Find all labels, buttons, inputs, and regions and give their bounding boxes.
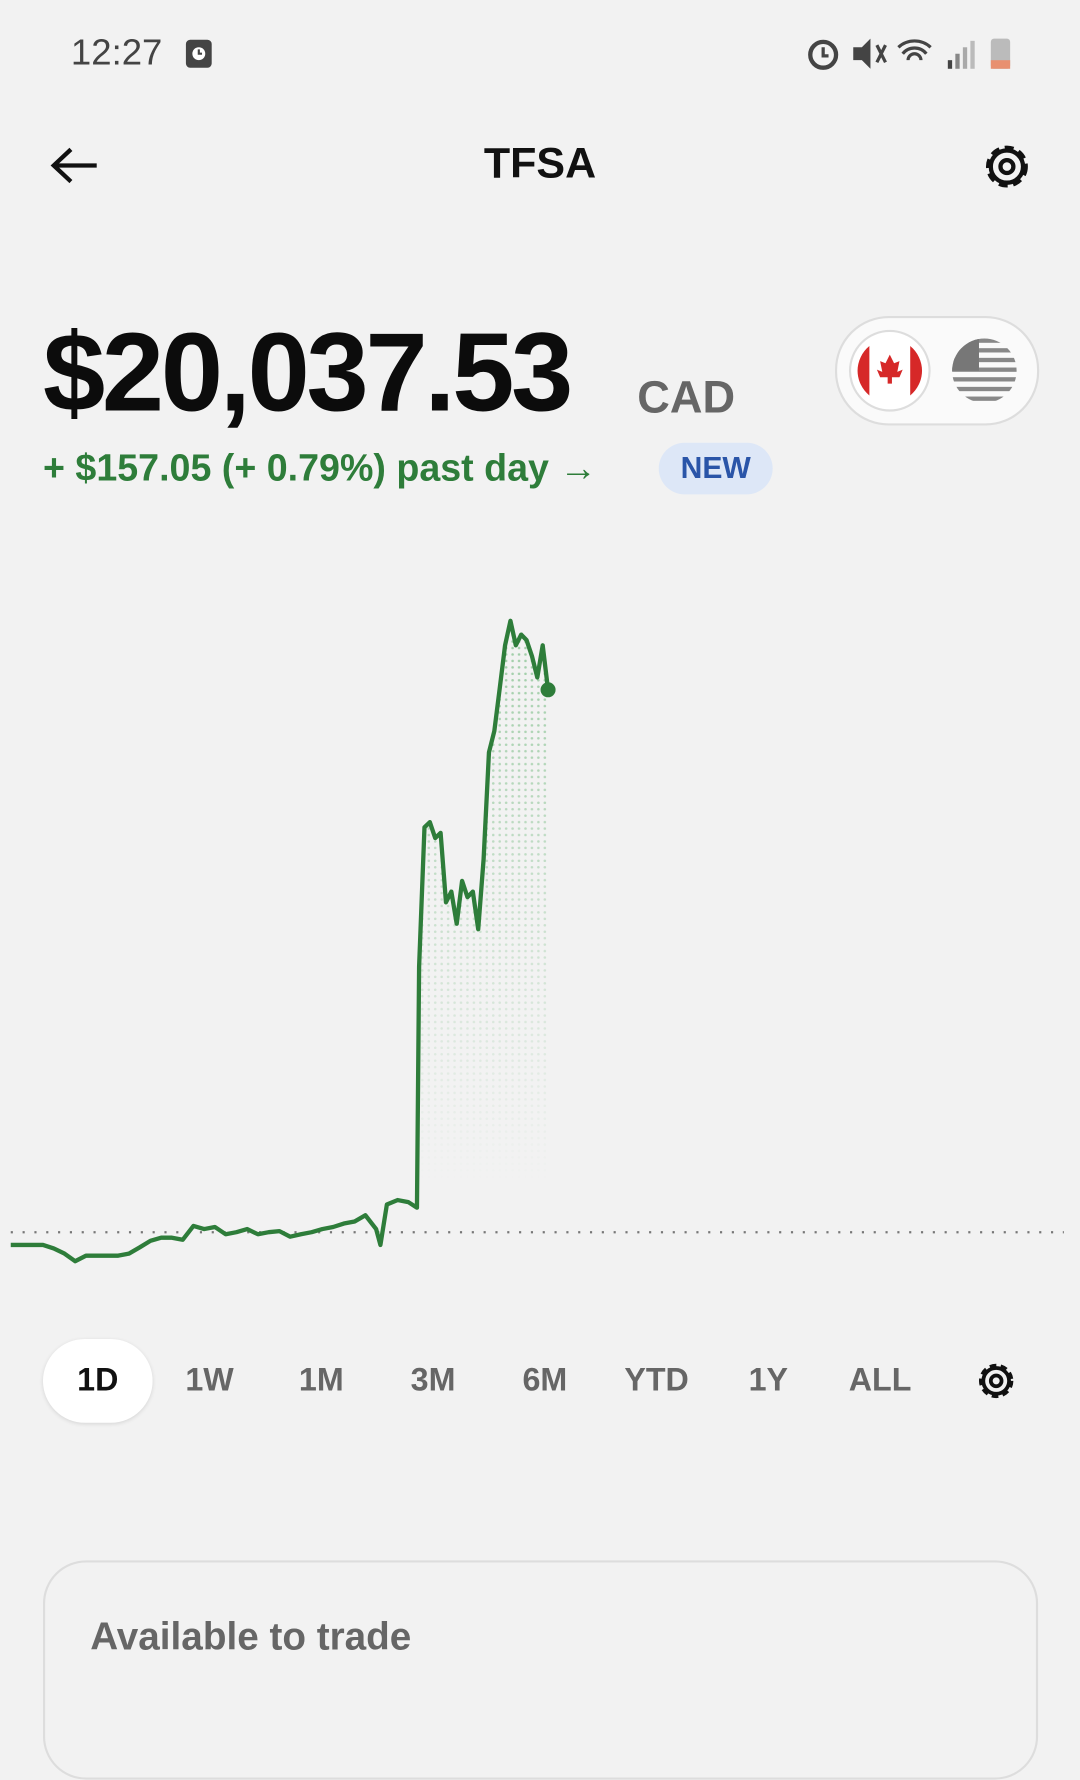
status-icon bbox=[185, 39, 212, 68]
balance-change[interactable]: + $157.05 (+ 0.79%) past day → bbox=[42, 447, 598, 489]
us-flag[interactable] bbox=[942, 329, 1026, 413]
page-title: TFSA bbox=[483, 139, 597, 187]
area-fill bbox=[416, 620, 549, 1208]
status-time: 12:27 bbox=[70, 32, 163, 74]
range-button[interactable]: YTD bbox=[624, 1362, 689, 1399]
range-button[interactable]: 1M bbox=[298, 1362, 344, 1399]
range-button[interactable]: 6M bbox=[522, 1362, 568, 1399]
end-dot bbox=[540, 682, 556, 698]
back-button[interactable] bbox=[49, 146, 98, 185]
card-title: Available to trade bbox=[90, 1614, 412, 1659]
range-button[interactable]: 1D bbox=[42, 1338, 153, 1423]
range-button[interactable]: ALL bbox=[848, 1362, 912, 1399]
balance-currency: CAD bbox=[637, 371, 736, 423]
trade-card: Available to trade bbox=[42, 1560, 1039, 1780]
new-badge: NEW bbox=[658, 442, 773, 495]
currency-toggle[interactable] bbox=[834, 315, 1040, 426]
screen: 12:27 TFSA $20,037.53 CAD + $157.05 (+ 0… bbox=[10, 32, 1064, 1780]
balance-amount: $20,037.53 bbox=[42, 310, 573, 436]
range-button[interactable]: 3M bbox=[410, 1362, 456, 1399]
range-button[interactable]: 1Y bbox=[748, 1362, 789, 1399]
chart-settings[interactable] bbox=[974, 1358, 1019, 1403]
canada-flag[interactable] bbox=[848, 329, 932, 413]
price-line bbox=[10, 618, 551, 1264]
range-button[interactable]: 1W bbox=[185, 1362, 234, 1399]
chart bbox=[10, 618, 1064, 1264]
range-selector: 1D 1W 1M 3M 6M YTD 1Y ALL bbox=[42, 1338, 1042, 1425]
status-icons bbox=[808, 38, 1011, 70]
page: {"status_bar": {"time": "12:27"}, "heade… bbox=[10, 32, 1064, 1780]
settings-button[interactable] bbox=[978, 138, 1036, 196]
